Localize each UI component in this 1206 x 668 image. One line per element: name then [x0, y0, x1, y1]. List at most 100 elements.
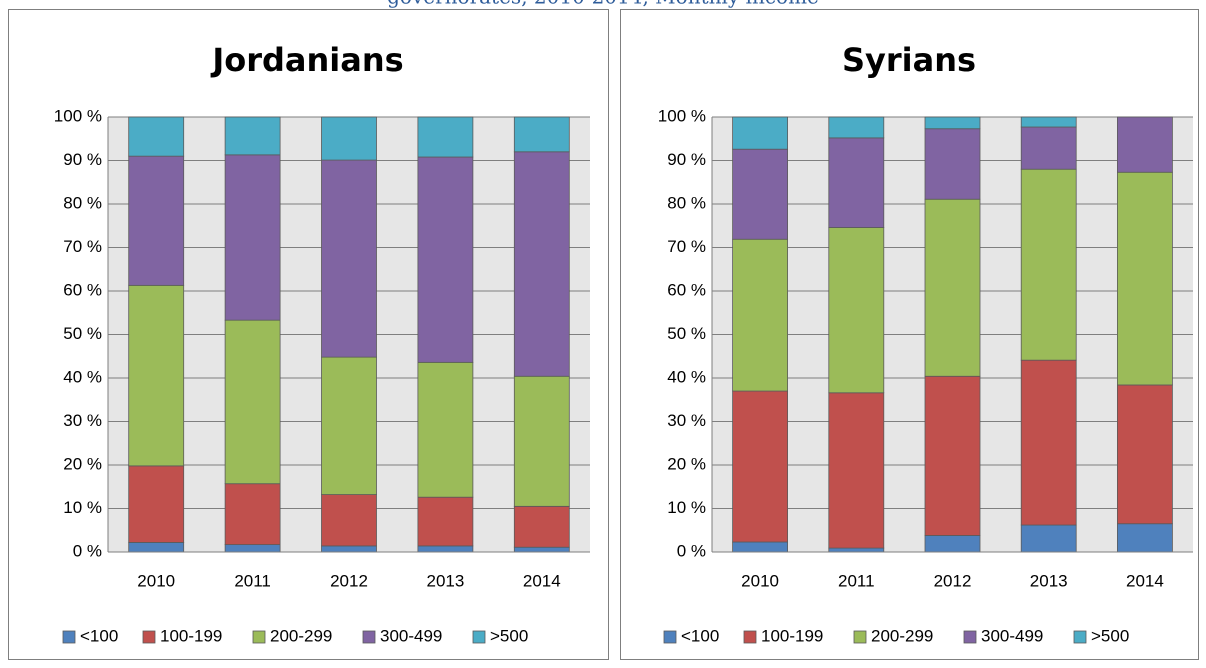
y-tick-label: 60 % [667, 280, 706, 299]
y-tick-label: 30 % [63, 411, 102, 430]
chart-title: Syrians [842, 41, 976, 79]
bar-segment [128, 155, 185, 286]
y-tick-label: 0 % [677, 541, 706, 560]
bar-segment [128, 284, 185, 467]
bar-segment [321, 545, 377, 553]
x-tick-label: 2013 [1030, 571, 1068, 590]
legend-label: 300-499 [380, 626, 442, 645]
y-tick-label: 30 % [667, 411, 706, 430]
bar-segment [513, 505, 570, 548]
caption: governorates, 2010-2014, Monthly income [387, 0, 819, 9]
y-tick-label: 50 % [63, 324, 102, 343]
x-tick-label: 2012 [330, 571, 368, 590]
y-tick-label: 10 % [667, 498, 706, 517]
x-tick-label: 2011 [234, 571, 271, 590]
bar-segment [417, 545, 474, 553]
bar-segment [321, 159, 377, 358]
x-tick-label: 2012 [934, 571, 972, 590]
legend-label: 100-199 [761, 626, 823, 645]
y-tick-label: 70 % [63, 237, 102, 256]
legend-label: <100 [80, 626, 118, 645]
legend-swatch [62, 630, 76, 644]
bar-segment [924, 375, 981, 536]
y-tick-label: 40 % [667, 367, 706, 386]
bar-segment [128, 465, 185, 543]
legend-swatch [663, 630, 677, 644]
bar-segment [828, 116, 885, 139]
x-tick-label: 2013 [426, 571, 464, 590]
bar-segment [1020, 359, 1077, 526]
legend-label: 300-499 [981, 626, 1043, 645]
bar-segment [417, 496, 474, 547]
bar-segment [1020, 126, 1077, 170]
bar-segment [732, 541, 788, 553]
y-tick-label: 90 % [63, 150, 102, 169]
bar-segment [924, 535, 981, 553]
legend-swatch [963, 630, 977, 644]
bar-segment [732, 148, 788, 240]
y-tick-label: 40 % [63, 367, 102, 386]
legend-label: >500 [1091, 626, 1129, 645]
bar-segment [417, 156, 474, 363]
bar-segment [224, 319, 281, 485]
bar-segment [417, 361, 474, 498]
panel-border [8, 9, 609, 660]
bar-segment [1020, 116, 1077, 128]
legend-label: 200-299 [270, 626, 332, 645]
bar-segment [732, 238, 788, 392]
y-tick-label: 100 % [54, 106, 102, 125]
legend-label: 100-199 [160, 626, 222, 645]
bar-segment [828, 547, 885, 553]
x-tick-label: 2010 [741, 571, 779, 590]
bar-segment [1117, 171, 1173, 386]
y-tick-label: 50 % [667, 324, 706, 343]
bar-segment [224, 154, 281, 321]
legend-swatch [142, 630, 156, 644]
x-tick-label: 2011 [838, 571, 875, 590]
y-tick-label: 70 % [667, 237, 706, 256]
x-tick-label: 2014 [523, 571, 561, 590]
bar-segment [513, 375, 570, 507]
legend-swatch [362, 630, 376, 644]
bar-segment [224, 116, 281, 156]
bar-segment [321, 356, 377, 495]
y-tick-label: 10 % [63, 498, 102, 517]
bar-segment [321, 494, 377, 547]
bar-segment [128, 116, 185, 157]
legend-label: <100 [681, 626, 719, 645]
bar-segment [1117, 116, 1173, 173]
bar-segment [828, 137, 885, 228]
bar-segment [224, 483, 281, 546]
y-tick-label: 20 % [667, 454, 706, 473]
y-tick-label: 0 % [73, 541, 102, 560]
bar-segment [128, 542, 185, 553]
y-tick-label: 20 % [63, 454, 102, 473]
bar-segment [1117, 523, 1173, 553]
panel-border [620, 9, 1199, 660]
legend-swatch [252, 630, 266, 644]
y-tick-label: 80 % [667, 193, 706, 212]
y-tick-label: 90 % [667, 150, 706, 169]
x-tick-label: 2010 [137, 571, 175, 590]
bar-segment [924, 116, 981, 130]
bar-segment [732, 116, 788, 150]
legend-swatch [472, 630, 486, 644]
chart-title: Jordanians [210, 41, 403, 79]
legend-label: 200-299 [871, 626, 933, 645]
y-tick-label: 60 % [63, 280, 102, 299]
y-tick-label: 80 % [63, 193, 102, 212]
x-tick-label: 2014 [1126, 571, 1164, 590]
bar-segment [224, 544, 281, 553]
y-tick-label: 100 % [658, 106, 706, 125]
bar-segment [732, 390, 788, 543]
bar-segment [513, 546, 570, 553]
bar-segment [828, 392, 885, 549]
bar-segment [513, 116, 570, 153]
bar-segment [924, 198, 981, 377]
legend-swatch [853, 630, 867, 644]
bar-segment [1117, 384, 1173, 525]
bar-segment [513, 151, 570, 377]
legend-label: >500 [490, 626, 528, 645]
bar-segment [1020, 168, 1077, 361]
